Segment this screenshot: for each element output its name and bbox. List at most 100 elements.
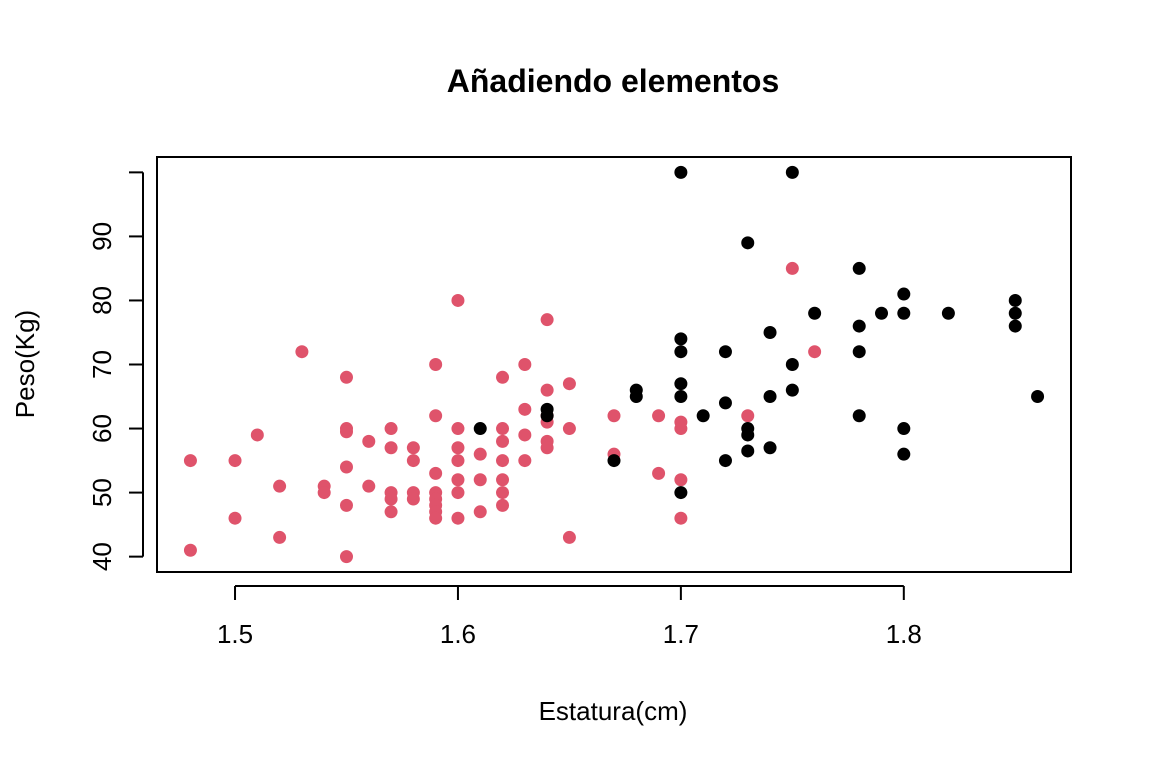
x-tick-label: 1.7 xyxy=(663,619,699,649)
data-point xyxy=(607,409,621,423)
data-point xyxy=(540,441,554,455)
data-point xyxy=(718,345,732,359)
data-point xyxy=(362,479,376,493)
data-point xyxy=(741,428,755,442)
data-point xyxy=(562,422,576,436)
data-point xyxy=(451,422,465,436)
data-point xyxy=(295,345,309,359)
data-point xyxy=(763,325,777,339)
data-point xyxy=(339,498,353,512)
chart-title: Añadiendo elementos xyxy=(447,63,780,99)
data-point xyxy=(763,441,777,455)
y-axis-label: Peso(Kg) xyxy=(10,310,40,418)
plot-frame xyxy=(156,156,1072,573)
data-point xyxy=(384,422,398,436)
data-point xyxy=(674,422,688,436)
data-point xyxy=(607,454,621,468)
data-point xyxy=(496,473,510,487)
data-point xyxy=(852,409,866,423)
data-point xyxy=(741,409,755,423)
data-point xyxy=(429,409,443,423)
data-point xyxy=(317,486,331,500)
data-point xyxy=(629,390,643,404)
data-point xyxy=(1031,390,1045,404)
x-tick-label: 1.6 xyxy=(440,619,476,649)
data-point xyxy=(1008,306,1022,320)
data-point xyxy=(674,473,688,487)
data-point xyxy=(897,306,911,320)
data-point xyxy=(540,383,554,397)
data-point xyxy=(785,383,799,397)
data-point xyxy=(674,165,688,179)
data-point xyxy=(496,434,510,448)
y-tick-label: 80 xyxy=(87,286,117,315)
data-point xyxy=(763,390,777,404)
data-point xyxy=(250,428,264,442)
data-point xyxy=(273,479,287,493)
data-point xyxy=(429,466,443,480)
data-point xyxy=(540,409,554,423)
data-point xyxy=(741,444,755,458)
data-point xyxy=(897,287,911,301)
y-tick-label: 50 xyxy=(87,478,117,507)
data-point xyxy=(451,293,465,307)
data-point xyxy=(674,377,688,391)
data-point xyxy=(339,425,353,439)
data-point xyxy=(652,409,666,423)
data-point xyxy=(518,454,532,468)
data-point xyxy=(384,505,398,519)
data-point xyxy=(473,505,487,519)
data-point xyxy=(808,306,822,320)
data-point xyxy=(496,422,510,436)
data-point xyxy=(384,441,398,455)
data-point xyxy=(451,486,465,500)
y-axis: 40 50 60 70 80 90 xyxy=(87,171,144,571)
data-point xyxy=(718,454,732,468)
data-point xyxy=(406,441,420,455)
y-tick-label: 90 xyxy=(87,222,117,251)
data-point xyxy=(228,511,242,525)
data-point xyxy=(429,511,443,525)
data-point xyxy=(674,332,688,346)
data-point xyxy=(228,454,242,468)
data-point xyxy=(406,492,420,506)
data-point xyxy=(451,473,465,487)
data-point xyxy=(718,396,732,410)
data-point xyxy=(785,358,799,371)
data-point xyxy=(741,236,755,250)
data-point xyxy=(183,543,197,557)
data-point xyxy=(451,441,465,455)
data-point xyxy=(496,454,510,468)
data-point xyxy=(339,370,353,384)
data-points xyxy=(183,165,1045,564)
data-point xyxy=(518,358,532,371)
data-point xyxy=(429,358,443,371)
data-point xyxy=(339,460,353,474)
x-tick-label: 1.8 xyxy=(886,619,922,649)
data-point xyxy=(941,306,955,320)
data-point xyxy=(339,550,353,564)
data-point xyxy=(473,447,487,461)
x-axis: 1.5 1.6 1.7 1.8 xyxy=(217,585,922,649)
data-point xyxy=(696,409,710,423)
x-tick-label: 1.5 xyxy=(217,619,253,649)
data-point xyxy=(473,422,487,436)
data-point xyxy=(674,390,688,404)
data-point xyxy=(406,454,420,468)
data-point xyxy=(897,422,911,436)
y-tick-label: 70 xyxy=(87,350,117,379)
data-point xyxy=(852,261,866,275)
data-point xyxy=(808,345,822,359)
data-point xyxy=(496,498,510,512)
data-point xyxy=(562,530,576,544)
data-point xyxy=(652,466,666,480)
data-point xyxy=(473,473,487,487)
data-point xyxy=(518,402,532,416)
data-point xyxy=(674,511,688,525)
data-point xyxy=(1008,293,1022,307)
data-point xyxy=(273,530,287,544)
data-point xyxy=(518,428,532,442)
data-point xyxy=(785,165,799,179)
data-point xyxy=(897,447,911,461)
data-point xyxy=(496,486,510,500)
